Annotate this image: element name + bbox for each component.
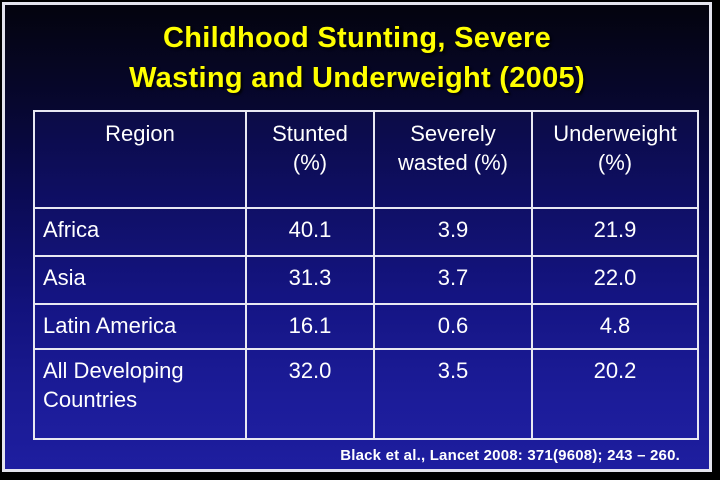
cell-underweight: 20.2	[531, 348, 699, 440]
cell-underweight: 21.9	[531, 207, 699, 257]
cell-region: Africa	[33, 207, 247, 257]
header-line: (%)	[597, 149, 633, 175]
cell-stunted: 40.1	[245, 207, 375, 257]
table-row-all-developing-countries: All Developing Countries 32.0 3.5 20.2	[33, 348, 699, 440]
header-stunted: Stunted (%)	[245, 110, 375, 209]
slide-background: Childhood Stunting, Severe Wasting and U…	[2, 2, 712, 472]
data-table: Region Stunted (%) Severely wasted (%) U…	[33, 110, 699, 440]
table-row-asia: Asia 31.3 3.7 22.0	[33, 255, 699, 305]
slide-title: Childhood Stunting, Severe Wasting and U…	[5, 18, 709, 98]
cell-severely-wasted: 0.6	[373, 303, 533, 350]
cell-severely-wasted: 3.5	[373, 348, 533, 440]
header-line: (%)	[292, 149, 328, 175]
header-line: Region	[105, 121, 175, 146]
cell-stunted: 16.1	[245, 303, 375, 350]
table-header-row: Region Stunted (%) Severely wasted (%) U…	[33, 110, 699, 209]
header-region: Region	[33, 110, 247, 209]
cell-underweight: 22.0	[531, 255, 699, 305]
cell-region: All Developing Countries	[33, 348, 247, 440]
cell-region: Latin America	[33, 303, 247, 350]
cell-severely-wasted: 3.7	[373, 255, 533, 305]
header-line: Severely	[410, 121, 496, 146]
slide-title-line1: Childhood Stunting, Severe	[162, 22, 552, 54]
table-row-africa: Africa 40.1 3.9 21.9	[33, 207, 699, 257]
slide-title-line2: Wasting and Underweight (2005)	[129, 62, 585, 95]
header-severely-wasted: Severely wasted (%)	[373, 110, 533, 209]
cell-underweight: 4.8	[531, 303, 699, 350]
citation: Black et al., Lancet 2008: 371(9608); 24…	[340, 447, 680, 464]
table-row-latin-america: Latin America 16.1 0.6 4.8	[33, 303, 699, 350]
cell-stunted: 32.0	[245, 348, 375, 440]
cell-severely-wasted: 3.9	[373, 207, 533, 257]
header-line: Underweight	[553, 121, 677, 146]
header-underweight: Underweight (%)	[531, 110, 699, 209]
cell-region: Asia	[33, 255, 247, 305]
header-line: Stunted	[272, 121, 348, 146]
header-line: wasted (%)	[397, 149, 509, 175]
cell-stunted: 31.3	[245, 255, 375, 305]
